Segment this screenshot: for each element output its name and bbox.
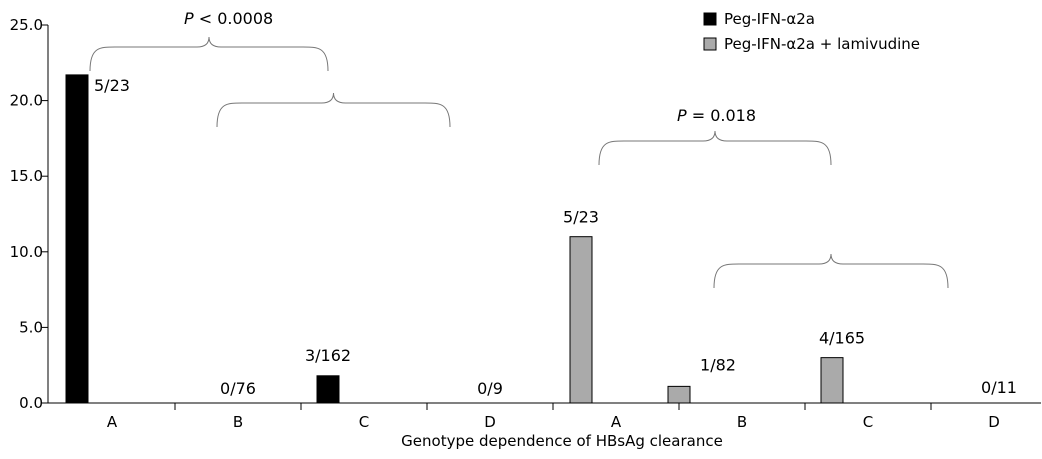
- x-tick-label: B: [737, 413, 747, 431]
- bar-data-label: 0/9: [477, 379, 503, 398]
- bar: [316, 375, 340, 404]
- significance-bracket: [216, 92, 451, 128]
- p-value-annotation: P = 0.018: [677, 106, 756, 125]
- p-value-annotation: P < 0.0008: [184, 9, 273, 28]
- bar-data-label: 5/23: [94, 76, 130, 95]
- y-tick-label: 0.0: [19, 394, 43, 412]
- x-tick-label: D: [988, 413, 1000, 431]
- legend-label: Peg-IFN-α2a: [724, 10, 815, 28]
- x-tick-label: C: [863, 413, 873, 431]
- legend: Peg-IFN-α2a Peg-IFN-α2a + lamivudine: [703, 10, 920, 53]
- bar-data-label: 3/162: [305, 346, 351, 365]
- bar-data-label: 4/165: [819, 329, 865, 348]
- bar-data-label: 5/23: [563, 208, 599, 227]
- x-tick-label: B: [233, 413, 243, 431]
- legend-label: Peg-IFN-α2a + lamivudine: [724, 35, 920, 53]
- bar: [820, 357, 844, 404]
- x-tick-label: A: [107, 413, 118, 431]
- axes: 0.0 5.0 10.0 15.0 20.0 25.0 A B C D A B C D: [10, 16, 1041, 431]
- y-tick-label: 10.0: [10, 243, 43, 261]
- bar-data-label: 1/82: [700, 355, 736, 374]
- y-tick-label: 25.0: [10, 16, 43, 34]
- bar: [569, 236, 593, 404]
- bar: [667, 385, 691, 404]
- significance-bracket: [713, 253, 949, 289]
- x-tick-label: D: [484, 413, 496, 431]
- x-axis-label: Genotype dependence of HBsAg clearance: [401, 432, 723, 450]
- x-tick-label: A: [611, 413, 622, 431]
- braces: P < 0.0008 P = 0.018: [89, 9, 949, 289]
- x-tick-label: C: [359, 413, 369, 431]
- bar: [65, 74, 89, 404]
- significance-bracket: [89, 36, 329, 72]
- bar-data-label: 0/76: [220, 379, 256, 398]
- y-tick-label: 20.0: [10, 92, 43, 110]
- significance-bracket: [598, 130, 832, 166]
- bar-data-label: 0/11: [981, 378, 1017, 397]
- legend-swatch: [703, 37, 717, 51]
- bars: 5/23 0/76 3/162 0/9 5/23 1/82 4/165 0/11: [65, 74, 1017, 404]
- y-tick-label: 15.0: [10, 167, 43, 185]
- y-tick-label: 5.0: [19, 318, 43, 336]
- legend-swatch: [703, 12, 717, 26]
